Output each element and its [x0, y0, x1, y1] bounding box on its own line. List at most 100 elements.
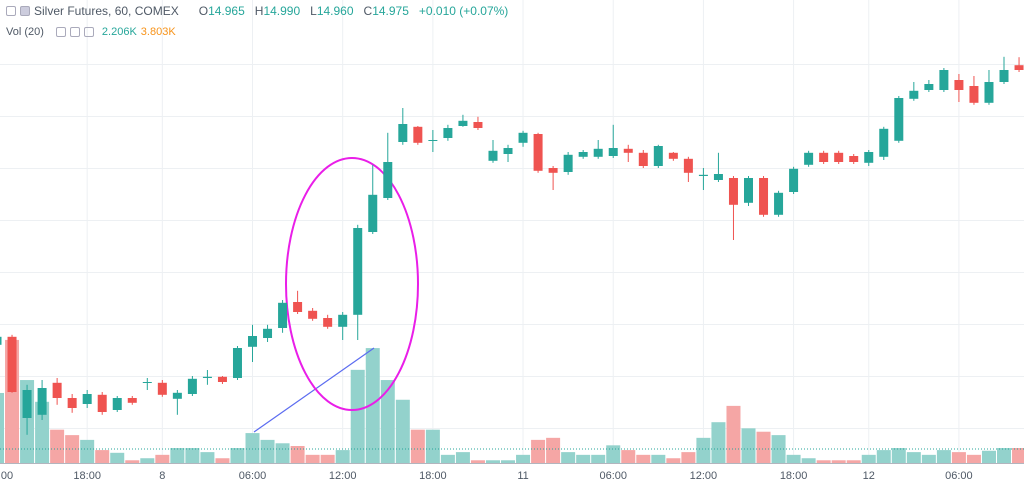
- candle-body: [473, 122, 483, 128]
- remove-icon[interactable]: [83, 27, 94, 37]
- candle-body: [774, 192, 784, 215]
- candle-body: [984, 82, 994, 103]
- volume-bar: [0, 392, 4, 463]
- candle-body: [759, 178, 769, 215]
- visibility-icon[interactable]: [55, 27, 66, 37]
- trend-line: [253, 347, 375, 433]
- high-key: H: [254, 4, 264, 18]
- candle-body: [157, 382, 167, 395]
- volume-bar: [861, 454, 876, 463]
- candle-body: [458, 120, 468, 126]
- volume-bar: [951, 452, 966, 463]
- candle-body: [909, 90, 919, 99]
- volume-bar: [230, 448, 245, 463]
- volume-bar: [726, 405, 741, 463]
- candle-body: [293, 302, 303, 312]
- x-tick-label: 12: [863, 470, 875, 482]
- volume-bar: [215, 458, 230, 463]
- volume-bar: [290, 446, 305, 463]
- candle-body: [443, 128, 453, 138]
- x-tick-label: 06:00: [239, 470, 267, 482]
- volume-bar: [591, 454, 606, 463]
- candle-body: [503, 148, 513, 154]
- volume-study[interactable]: Vol (20): [6, 26, 44, 38]
- candle-body: [37, 388, 47, 415]
- symbol-row: Silver Futures, 60, COMEX O14.965 H14.99…: [6, 4, 508, 18]
- candle-body: [683, 158, 693, 173]
- candle-body: [653, 146, 663, 166]
- candle-body: [849, 156, 859, 162]
- volume-bar: [921, 454, 936, 463]
- volume-bar: [636, 454, 651, 463]
- candle-body: [308, 310, 318, 319]
- volume-bar: [936, 450, 951, 463]
- volume-bar: [561, 452, 576, 463]
- volume-bar: [380, 380, 395, 463]
- candle-body: [819, 152, 829, 162]
- volume-bar: [696, 437, 711, 463]
- volume-bar: [275, 443, 290, 463]
- candle-body: [864, 152, 874, 163]
- candle-body: [548, 168, 558, 173]
- candle-body: [82, 394, 92, 404]
- candle-body: [7, 336, 17, 392]
- candle-body: [232, 348, 242, 378]
- close-value: 14.975: [372, 4, 409, 18]
- highlight-ellipse: [285, 157, 419, 411]
- candle-body: [97, 394, 107, 412]
- candle-body: [338, 314, 348, 327]
- candle-body: [999, 70, 1009, 82]
- candle-body: [894, 98, 904, 141]
- volume-bar: [501, 460, 516, 463]
- volume-bar: [125, 460, 140, 463]
- candle-body: [789, 168, 799, 192]
- candle-body: [383, 162, 393, 198]
- candle-body: [804, 152, 814, 165]
- x-tick-label: 12:00: [690, 470, 718, 482]
- candle-body: [563, 154, 573, 172]
- ohlc-low: L14.960: [310, 4, 353, 18]
- low-key: L: [310, 4, 317, 18]
- candle-body: [939, 70, 949, 90]
- candle-body: [744, 178, 753, 203]
- volume-value: 2.206K: [101, 26, 137, 38]
- symbol[interactable]: Silver Futures, 60, COMEX: [34, 4, 179, 18]
- volume-bar: [1012, 447, 1024, 463]
- candle-body: [593, 148, 603, 157]
- candle-body: [578, 152, 588, 157]
- volume-bar: [50, 429, 65, 463]
- volume-bar: [185, 448, 200, 463]
- volume-bar: [546, 437, 561, 463]
- candle-body: [668, 152, 678, 159]
- volume-bar: [606, 445, 621, 463]
- candle-body: [428, 140, 438, 141]
- volume-bar: [981, 450, 996, 463]
- volume-bar: [110, 452, 125, 463]
- volume-bar: [425, 429, 440, 463]
- candle-body: [368, 194, 378, 232]
- x-tick-label: 06:00: [599, 470, 627, 482]
- candle-body: [0, 336, 2, 345]
- volume-bar: [80, 439, 95, 463]
- low-value: 14.960: [316, 4, 354, 18]
- volume-bar: [516, 454, 531, 463]
- collapse-icon[interactable]: [6, 6, 16, 16]
- candle-body: [533, 134, 543, 171]
- change: +0.010 (+0.07%): [418, 4, 509, 18]
- candle-body: [728, 178, 738, 205]
- volume-bar: [741, 428, 756, 463]
- volume-bar: [531, 439, 546, 463]
- settings-icon[interactable]: [69, 27, 80, 37]
- x-tick-label: 18:00: [419, 470, 447, 482]
- candle-body: [518, 132, 528, 143]
- candle-body: [323, 318, 333, 327]
- ohlc-open: O14.965: [199, 4, 245, 18]
- candle-body: [879, 128, 889, 157]
- volume-bar: [681, 452, 696, 463]
- volume-bar: [997, 448, 1012, 463]
- volume-bar: [906, 452, 921, 463]
- x-tick-label: 8: [159, 470, 165, 482]
- candle-body: [353, 228, 363, 315]
- candle-body: [142, 382, 152, 383]
